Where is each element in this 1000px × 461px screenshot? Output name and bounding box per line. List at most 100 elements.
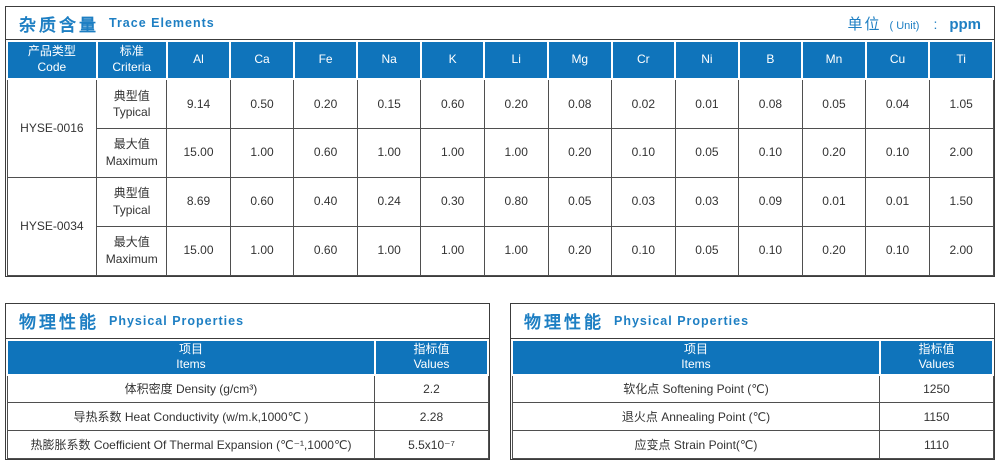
value-cell: 15.00 <box>166 127 231 178</box>
value-cell: 0.03 <box>611 176 676 227</box>
value-cell: 1.00 <box>483 225 549 276</box>
value-cell: 1.00 <box>483 127 549 178</box>
value-cell: 1.00 <box>356 127 422 178</box>
col-header-values-en: Values <box>413 357 450 372</box>
property-row: 热膨胀系数 Coefficient Of Thermal Expansion (… <box>6 430 489 460</box>
value-cell: 0.10 <box>865 127 930 178</box>
col-header-values-zh: 指标值 <box>413 341 450 356</box>
col-header-items: 项目 Items <box>511 338 881 376</box>
col-header-code-en: Code <box>37 60 67 74</box>
unit-colon: : <box>933 15 938 32</box>
property-value-cell: 1110 <box>879 430 994 460</box>
col-header-values-zh: 指标值 <box>918 341 955 356</box>
physical-left-header-row: 项目 Items 指标值 Values <box>6 338 490 376</box>
trace-elements-grid: 产品类型 Code 标准 Criteria Al Ca Fe Na K Li Mg Cr Ni B… <box>6 40 994 276</box>
property-item-cell: 热膨胀系数 Coefficient Of Thermal Expansion (… <box>6 430 376 460</box>
trace-data-row: HYSE-0034 典型值 Typical 8.69 0.60 0.40 0.24 0.30 0… <box>6 176 994 276</box>
value-cell: 1.50 <box>928 176 994 227</box>
col-header-code-zh: 产品类型 <box>27 44 76 59</box>
value-cell: 0.20 <box>293 78 358 129</box>
value-cell: 0.20 <box>547 225 613 276</box>
element-col-header: Cu <box>864 40 931 80</box>
value-cell: 0.01 <box>674 78 740 129</box>
trace-header-row: 产品类型 Code 标准 Criteria Al Ca Fe Na K Li Mg Cr Ni B… <box>6 40 994 80</box>
property-item-cell: 导热系数 Heat Conductivity (w/m.k,1000℃ ) <box>6 402 376 432</box>
col-header-values-en: Values <box>918 357 955 372</box>
col-header-items-en: Items <box>681 357 711 372</box>
value-cell: 1.00 <box>229 127 295 178</box>
value-cell: 0.20 <box>483 78 549 129</box>
trace-data-row: HYSE-0016 典型值 Typical 9.14 0.50 0.20 0.15 0.60 0… <box>6 78 994 178</box>
value-cell: 8.69 <box>166 176 231 227</box>
physical-properties-table-right: 物理性能 Physical Properties 项目 Items 指标值 Va… <box>510 302 995 461</box>
element-col-header: Ca <box>229 40 295 80</box>
trace-title-zh: 杂质含量 <box>19 15 99 35</box>
unit-label: 单位 ( Unit) : ppm <box>847 13 981 34</box>
value-cell: 0.80 <box>483 176 549 227</box>
trace-data-row: 最大值 Maximum 15.00 1.00 0.60 1.00 1.00 1.00 0.20 0… <box>7 127 994 178</box>
physical-left-title-zh: 物理性能 <box>19 313 99 332</box>
value-cell: 0.10 <box>738 225 803 276</box>
col-header-items: 项目 Items <box>6 338 376 376</box>
product-code-cell: HYSE-0016 <box>6 78 98 178</box>
element-col-header: Fe <box>292 40 359 80</box>
physical-right-title-zh: 物理性能 <box>524 313 604 332</box>
physical-right-grid: 项目 Items 指标值 Values 软化点 Softening Point … <box>511 338 995 460</box>
element-col-header: Ti <box>928 40 994 80</box>
property-row: 体积密度 Density (g/cm³) 2.2 <box>6 374 489 404</box>
element-col-header: Al <box>165 40 232 80</box>
value-cell: 1.05 <box>928 78 994 129</box>
value-cell: 0.05 <box>547 176 613 227</box>
value-cell: 0.05 <box>801 78 867 129</box>
value-cell: 0.10 <box>611 225 676 276</box>
property-value-cell: 2.2 <box>374 374 489 404</box>
value-cell: 2.00 <box>928 225 994 276</box>
property-row: 导热系数 Heat Conductivity (w/m.k,1000℃ ) 2.2… <box>6 402 489 432</box>
element-col-header: Ni <box>674 40 740 80</box>
property-item-cell: 软化点 Softening Point (℃) <box>511 374 881 404</box>
trace-title-en: Trace Elements <box>109 16 215 30</box>
value-cell: 9.14 <box>166 78 231 129</box>
value-cell: 0.03 <box>674 176 740 227</box>
property-row: 应变点 Strain Point(℃) 1110 <box>511 430 994 460</box>
value-cell: 1.00 <box>356 225 422 276</box>
value-cell: 15.00 <box>166 225 231 276</box>
value-cell: 1.00 <box>420 225 485 276</box>
value-cell: 0.50 <box>229 78 295 129</box>
element-col-header: Mg <box>547 40 613 80</box>
element-col-header: Na <box>356 40 422 80</box>
col-header-values: 指标值 Values <box>878 338 995 376</box>
property-value-cell: 5.5x10⁻⁷ <box>374 430 489 460</box>
col-header-items-zh: 项目 <box>178 341 203 356</box>
value-cell: 0.60 <box>293 225 358 276</box>
value-cell: 0.24 <box>356 176 422 227</box>
product-code-cell: HYSE-0034 <box>6 176 98 276</box>
row-type-cell: 最大值 Maximum <box>96 127 168 178</box>
physical-right-header-row: 项目 Items 指标值 Values <box>511 338 995 376</box>
value-cell: 0.10 <box>738 127 803 178</box>
value-cell: 0.04 <box>865 78 930 129</box>
property-item-cell: 体积密度 Density (g/cm³) <box>6 374 376 404</box>
value-cell: 0.20 <box>801 225 867 276</box>
value-cell: 0.60 <box>420 78 485 129</box>
property-row: 退火点 Annealing Point (℃) 1150 <box>511 402 994 432</box>
value-cell: 0.01 <box>801 176 867 227</box>
value-cell: 0.08 <box>547 78 613 129</box>
value-cell: 2.00 <box>928 127 994 178</box>
value-cell: 1.00 <box>229 225 295 276</box>
value-cell: 0.01 <box>865 176 930 227</box>
value-cell: 0.30 <box>420 176 485 227</box>
element-col-header: Cr <box>610 40 677 80</box>
unit-zh: 单位 <box>847 15 882 33</box>
value-cell: 0.10 <box>611 127 676 178</box>
col-header-criteria-en: Criteria <box>112 60 152 74</box>
physical-right-body: 软化点 Softening Point (℃) 1250 退火点 Annealing… <box>511 374 994 460</box>
col-header-criteria: 标准 Criteria <box>95 40 168 80</box>
property-value-cell: 1150 <box>879 402 994 432</box>
value-cell: 0.05 <box>674 127 740 178</box>
trace-data-row: 最大值 Maximum 15.00 1.00 0.60 1.00 1.00 1.00 0.20 0… <box>7 225 994 276</box>
physical-left-title-en: Physical Properties <box>109 313 245 328</box>
physical-properties-table-left: 物理性能 Physical Properties 项目 Items 指标值 Va… <box>5 302 490 461</box>
value-cell: 0.20 <box>801 127 867 178</box>
